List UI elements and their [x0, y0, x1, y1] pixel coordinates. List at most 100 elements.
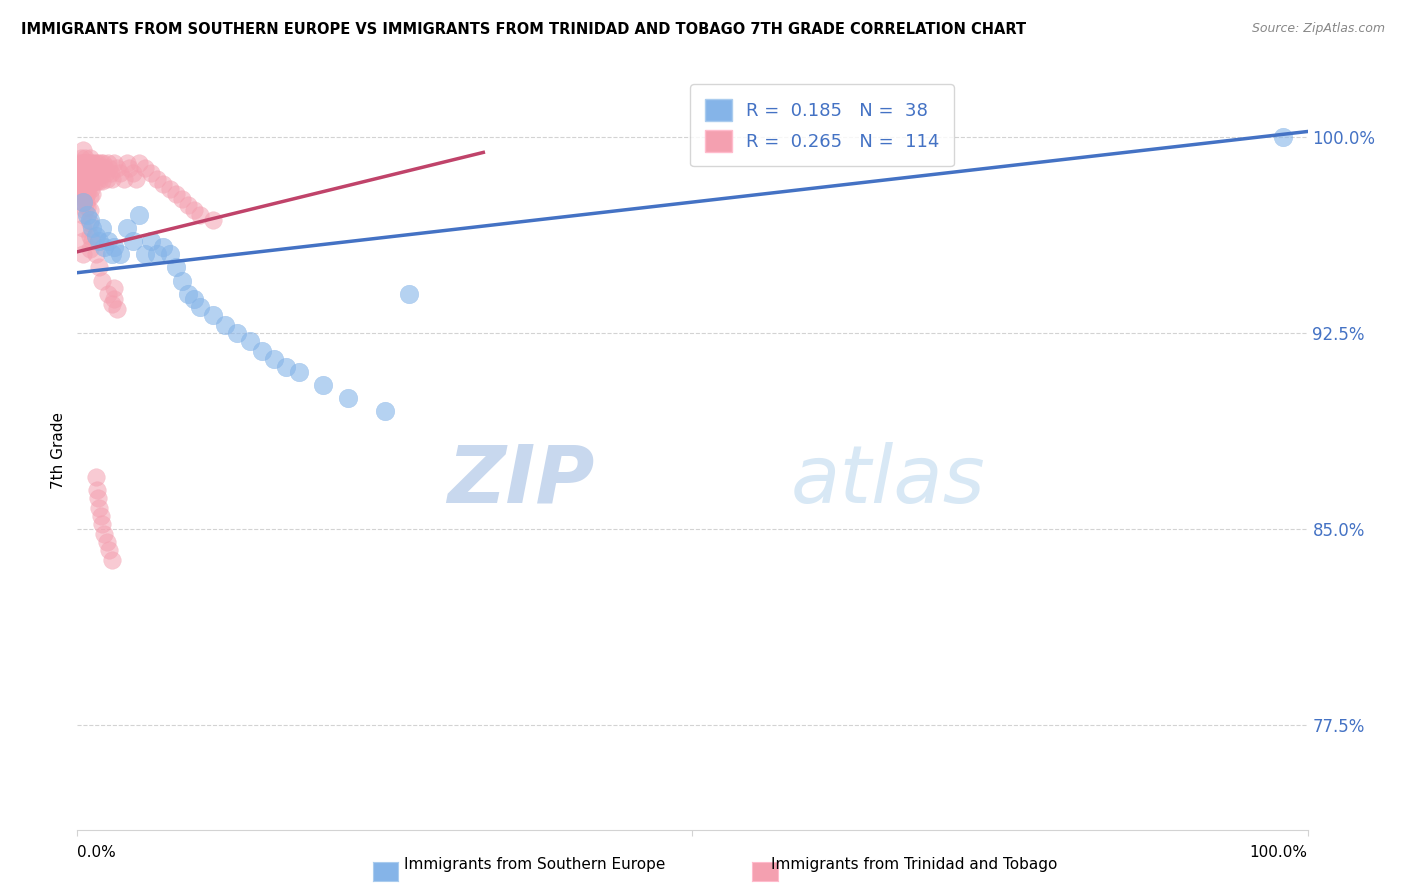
- Point: [89, 235, 111, 249]
- Point: [125, 171, 148, 186]
- Point: [103, 239, 125, 253]
- Text: Immigrants from Trinidad and Tobago: Immigrants from Trinidad and Tobago: [770, 857, 1057, 872]
- Point: [128, 156, 150, 170]
- Point: [70, 177, 93, 191]
- Point: [79, 190, 101, 204]
- Point: [165, 260, 187, 275]
- Point: [152, 177, 174, 191]
- Point: [79, 213, 101, 227]
- Point: [90, 273, 114, 287]
- Point: [82, 235, 104, 249]
- Point: [134, 247, 156, 261]
- Point: [105, 302, 128, 317]
- Point: [67, 156, 90, 170]
- Point: [103, 281, 125, 295]
- Point: [141, 166, 163, 180]
- Point: [159, 247, 181, 261]
- Point: [214, 318, 236, 332]
- Point: [165, 187, 187, 202]
- Point: [91, 156, 114, 170]
- Point: [86, 174, 108, 188]
- Point: [159, 182, 181, 196]
- Point: [75, 182, 97, 196]
- Point: [89, 161, 111, 175]
- Point: [76, 208, 98, 222]
- Point: [93, 161, 115, 175]
- Point: [73, 163, 96, 178]
- Point: [226, 326, 249, 340]
- Point: [80, 156, 103, 170]
- Point: [201, 213, 224, 227]
- Point: [83, 174, 105, 188]
- Point: [70, 169, 93, 183]
- Point: [97, 156, 120, 170]
- Point: [70, 156, 93, 170]
- Text: Immigrants from Southern Europe: Immigrants from Southern Europe: [404, 857, 665, 872]
- Point: [77, 169, 100, 183]
- Point: [84, 229, 107, 244]
- Point: [121, 235, 143, 249]
- Point: [146, 171, 169, 186]
- Point: [96, 171, 118, 186]
- Legend: R =  0.185   N =  38, R =  0.265   N =  114: R = 0.185 N = 38, R = 0.265 N = 114: [690, 84, 955, 166]
- Point: [82, 221, 104, 235]
- Point: [152, 239, 174, 253]
- Point: [97, 235, 120, 249]
- Point: [72, 195, 94, 210]
- Point: [76, 200, 98, 214]
- Point: [76, 161, 98, 175]
- Point: [94, 166, 117, 180]
- Point: [73, 190, 96, 204]
- Text: IMMIGRANTS FROM SOUTHERN EUROPE VS IMMIGRANTS FROM TRINIDAD AND TOBAGO 7TH GRADE: IMMIGRANTS FROM SOUTHERN EUROPE VS IMMIG…: [21, 22, 1026, 37]
- Point: [101, 297, 124, 311]
- Point: [90, 516, 114, 531]
- Point: [100, 166, 122, 180]
- Point: [183, 292, 205, 306]
- Point: [87, 169, 110, 183]
- Point: [84, 156, 107, 170]
- Point: [90, 161, 114, 175]
- Point: [177, 286, 200, 301]
- Point: [101, 247, 124, 261]
- Point: [72, 221, 94, 235]
- Point: [72, 195, 94, 210]
- Point: [250, 344, 273, 359]
- Point: [101, 171, 124, 186]
- Point: [110, 166, 132, 180]
- Point: [1272, 129, 1295, 144]
- Point: [98, 542, 121, 557]
- Point: [72, 143, 94, 157]
- Point: [79, 177, 101, 191]
- Point: [110, 247, 132, 261]
- Point: [75, 169, 97, 183]
- Point: [77, 182, 100, 196]
- Point: [90, 508, 112, 523]
- Point: [80, 169, 103, 183]
- Point: [70, 182, 93, 196]
- Point: [90, 156, 112, 170]
- Point: [79, 163, 101, 178]
- Point: [82, 174, 104, 188]
- Point: [82, 169, 104, 183]
- Point: [76, 174, 98, 188]
- Point: [90, 174, 114, 188]
- Point: [141, 235, 163, 249]
- Point: [73, 151, 96, 165]
- Point: [312, 378, 335, 392]
- Point: [263, 351, 285, 366]
- Point: [84, 469, 107, 483]
- Point: [73, 177, 96, 191]
- Point: [84, 247, 107, 261]
- Point: [75, 195, 97, 210]
- Point: [87, 156, 110, 170]
- Point: [70, 195, 93, 210]
- Point: [87, 491, 110, 505]
- Point: [97, 286, 120, 301]
- Point: [170, 273, 193, 287]
- Point: [69, 174, 91, 188]
- Point: [101, 553, 124, 567]
- Point: [69, 187, 91, 202]
- Point: [89, 500, 111, 515]
- Point: [73, 202, 96, 217]
- Point: [84, 169, 107, 183]
